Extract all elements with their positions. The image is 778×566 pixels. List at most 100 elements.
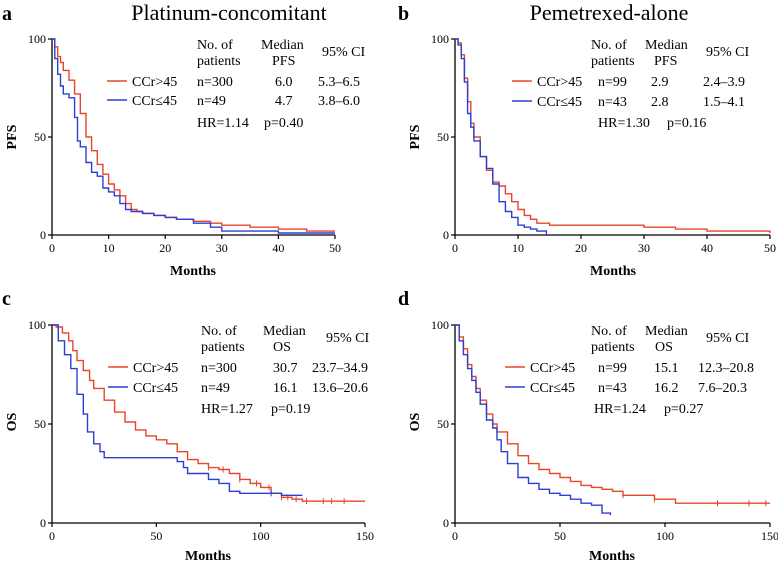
- y-tick-label: 0: [443, 516, 449, 530]
- ci-ccr-le45-d: 7.6–20.3: [698, 381, 747, 396]
- x-tick-label: 100: [252, 529, 270, 543]
- ci-ccr-gt45-d: 12.3–20.8: [698, 361, 754, 376]
- hr-a: HR=1.14: [197, 116, 249, 131]
- legend-label-ccr-gt45-c: CCr>45: [133, 361, 178, 376]
- ci-ccr-gt45-b: 2.4–3.9: [703, 75, 745, 90]
- median-ccr-le45-a: 4.7: [275, 94, 293, 109]
- panel-c: c OS Months 0 50 100 150 0 50 100 No. of patie…: [2, 288, 374, 564]
- table-header-median-line2: OS: [273, 340, 291, 355]
- n-ccr-gt45-a: n=300: [197, 75, 233, 90]
- y-tick-label: 50: [437, 130, 449, 144]
- table-header-patients-line2: patients: [197, 54, 241, 69]
- legend-label-ccr-le45-c: CCr≤45: [133, 381, 178, 396]
- ci-ccr-gt45-c: 23.7–34.9: [312, 361, 368, 376]
- panel-title-a: Platinum-concomitant: [131, 0, 327, 25]
- ci-ccr-le45-b: 1.5–4.1: [703, 95, 745, 110]
- y-tick-label: 50: [34, 130, 46, 144]
- y-tick-label: 100: [431, 32, 449, 46]
- x-tick-label: 20: [159, 241, 171, 255]
- legend-label-ccr-gt45-d: CCr>45: [530, 361, 575, 376]
- n-ccr-le45-c: n=49: [201, 381, 230, 396]
- legend-label-ccr-gt45-a: CCr>45: [132, 75, 177, 90]
- median-ccr-le45-c: 16.1: [273, 381, 298, 396]
- x-axis-label-b: Months: [590, 264, 636, 279]
- x-tick-label: 10: [103, 241, 115, 255]
- y-tick-label: 0: [443, 228, 449, 242]
- median-ccr-gt45-c: 30.7: [273, 361, 298, 376]
- x-tick-label: 150: [356, 529, 374, 543]
- table-header-median-line1: Median: [645, 324, 688, 339]
- x-tick-label: 30: [216, 241, 228, 255]
- legend-label-ccr-gt45-b: CCr>45: [537, 75, 582, 90]
- series-ccr-le45-b: [455, 38, 548, 235]
- y-tick-label: 0: [40, 228, 46, 242]
- table-header-ci: 95% CI: [322, 45, 366, 60]
- y-tick-label: 100: [431, 318, 449, 332]
- y-tick-label: 50: [437, 417, 449, 431]
- legend-label-ccr-le45-b: CCr≤45: [537, 95, 582, 110]
- n-ccr-le45-d: n=43: [598, 381, 627, 396]
- series-ccr-gt45-c: [52, 324, 365, 502]
- plot-area-c: 0 50 100 150 0 50 100: [28, 318, 374, 543]
- table-header-median-line2: PFS: [654, 54, 677, 69]
- panel-title-b: Pemetrexed-alone: [530, 0, 689, 25]
- table-header-ci: 95% CI: [706, 45, 750, 60]
- x-tick-label: 50: [764, 241, 776, 255]
- legend-label-ccr-le45-d: CCr≤45: [530, 381, 575, 396]
- ci-ccr-le45-a: 3.8–6.0: [318, 94, 360, 109]
- x-axis-label-c: Months: [185, 549, 231, 564]
- panel-label-c: c: [2, 288, 11, 310]
- p-value-b: p=0.16: [667, 116, 706, 131]
- summary-table-a: No. of patients Median PFS 95% CI CCr>45…: [107, 38, 366, 131]
- table-header-median-line1: Median: [263, 324, 306, 339]
- median-ccr-le45-b: 2.8: [651, 95, 669, 110]
- plot-area-a: 0 10 20 30 40 50 0 50 100: [28, 32, 341, 255]
- table-header-patients-line1: No. of: [197, 38, 233, 53]
- summary-table-d: No. of patients Median OS 95% CI CCr>45 …: [505, 324, 754, 417]
- y-axis-label-d: OS: [408, 412, 423, 431]
- table-header-patients-line2: patients: [591, 340, 635, 355]
- p-value-c: p=0.19: [271, 402, 310, 417]
- median-ccr-gt45-d: 15.1: [654, 361, 679, 376]
- x-tick-label: 20: [575, 241, 587, 255]
- y-axis-label-a: PFS: [5, 124, 20, 149]
- x-tick-label: 50: [150, 529, 162, 543]
- series-ccr-le45-a: [52, 38, 335, 234]
- x-tick-label: 40: [272, 241, 284, 255]
- n-ccr-le45-b: n=43: [598, 95, 627, 110]
- series-ccr-le45-d: [455, 324, 612, 516]
- y-axis-label-c: OS: [5, 412, 20, 431]
- x-tick-label: 150: [761, 529, 778, 543]
- x-tick-label: 0: [49, 241, 55, 255]
- table-header-median-line1: Median: [261, 38, 304, 53]
- x-tick-label: 0: [452, 241, 458, 255]
- panel-d: d OS Months 0 50 100 150 0 50 100 No. of patie…: [398, 288, 778, 564]
- median-ccr-gt45-a: 6.0: [275, 75, 293, 90]
- table-header-median-line2: PFS: [272, 54, 295, 69]
- table-header-ci: 95% CI: [326, 331, 370, 346]
- panel-label-a: a: [2, 3, 12, 25]
- hr-d: HR=1.24: [594, 402, 646, 417]
- x-tick-label: 0: [49, 529, 55, 543]
- ci-ccr-gt45-a: 5.3–6.5: [318, 75, 360, 90]
- n-ccr-gt45-b: n=99: [598, 75, 627, 90]
- legend-label-ccr-le45-a: CCr≤45: [132, 94, 177, 109]
- p-value-d: p=0.27: [664, 402, 703, 417]
- x-tick-label: 50: [329, 241, 341, 255]
- table-header-patients-line1: No. of: [201, 324, 237, 339]
- hr-b: HR=1.30: [598, 116, 650, 131]
- x-axis-label-a: Months: [170, 264, 216, 279]
- panel-a: a Platinum-concomitant PFS Months 0 10 20 3…: [2, 0, 366, 279]
- table-header-patients-line1: No. of: [591, 324, 627, 339]
- plot-area-b: 0 10 20 30 40 50 0 50 100: [431, 32, 776, 255]
- table-header-median-line2: OS: [655, 340, 673, 355]
- x-tick-label: 30: [638, 241, 650, 255]
- x-tick-label: 100: [656, 529, 674, 543]
- y-axis-label-b: PFS: [408, 124, 423, 149]
- hr-c: HR=1.27: [201, 402, 253, 417]
- x-tick-label: 0: [452, 529, 458, 543]
- median-ccr-gt45-b: 2.9: [651, 75, 669, 90]
- plot-area-d: 0 50 100 150 0 50 100: [431, 318, 778, 543]
- median-ccr-le45-d: 16.2: [654, 381, 679, 396]
